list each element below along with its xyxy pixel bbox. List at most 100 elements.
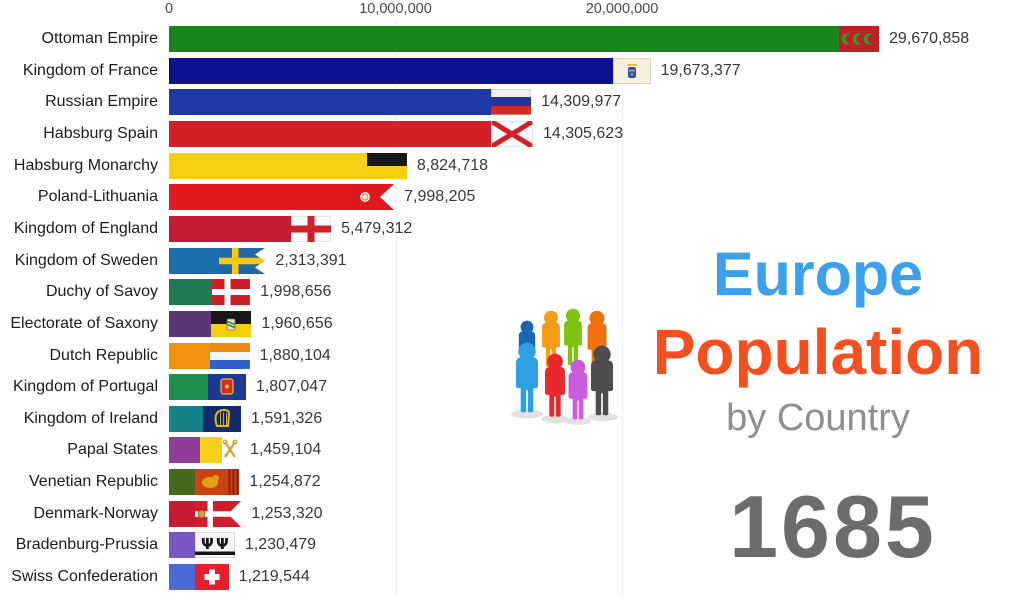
population-bar bbox=[169, 184, 351, 211]
title-europe: Europe bbox=[712, 240, 924, 308]
population-bar bbox=[169, 310, 214, 337]
title-population: Population bbox=[652, 316, 984, 388]
axis-gridline bbox=[622, 20, 623, 596]
russia-flag-icon bbox=[491, 89, 532, 116]
population-value: 1,960,656 bbox=[261, 314, 333, 332]
denmark-norway-flag-icon bbox=[195, 500, 242, 527]
chart-row: Papal States 1,459,104 bbox=[0, 437, 1024, 464]
population-bar bbox=[169, 26, 842, 52]
axis-gridline bbox=[395, 20, 397, 596]
swiss-flag-icon bbox=[194, 564, 229, 591]
country-label: Swiss Confederation bbox=[11, 568, 158, 586]
ireland-flag-icon bbox=[203, 405, 242, 432]
chart-row: Swiss Confederation 1,219,544 bbox=[0, 564, 1024, 591]
sweden-flag-icon bbox=[219, 247, 266, 274]
country-label: Venetian Republic bbox=[29, 473, 158, 491]
axis-tick-label: 20,000,000 bbox=[585, 1, 659, 17]
chart-row: Kingdom of Sweden 2,313,391 bbox=[0, 247, 1024, 274]
population-value: 1,230,479 bbox=[244, 536, 317, 554]
chart-row: Dutch Republic 1,880,104 bbox=[0, 342, 1024, 369]
population-bar bbox=[169, 215, 294, 242]
population-bar bbox=[169, 342, 212, 369]
chart-row: Ottoman Empire 29,670,858 bbox=[0, 26, 1024, 52]
people-group-icon bbox=[511, 308, 618, 425]
ottoman-flag-icon bbox=[839, 26, 880, 52]
year-label: 1685 bbox=[729, 477, 937, 576]
chart-row: Kingdom of Portugal 1,807,047 bbox=[0, 374, 1024, 401]
savoy-flag-icon bbox=[212, 279, 251, 306]
axis-tick-label: 10,000,000 bbox=[359, 1, 432, 17]
population-bar bbox=[169, 247, 222, 274]
population-bar bbox=[169, 532, 197, 559]
population-value: 1,591,326 bbox=[251, 409, 323, 427]
population-value: 1,807,047 bbox=[255, 378, 328, 396]
population-value: 1,253,320 bbox=[251, 504, 323, 522]
population-value: 1,254,872 bbox=[249, 473, 321, 491]
chart-row: Russian Empire 14,309,977 bbox=[0, 89, 1024, 116]
country-label: Bradenburg-Prussia bbox=[15, 536, 158, 554]
population-value: 1,998,656 bbox=[260, 283, 332, 301]
chart-row: Habsburg Monarchy 8,824,718 bbox=[0, 152, 1024, 179]
country-label: Denmark-Norway bbox=[33, 504, 158, 522]
chart-row: Bradenburg-Prussia Ψ Ψ 1,230,479 bbox=[0, 532, 1024, 559]
population-value: 14,305,623 bbox=[543, 124, 624, 142]
country-label: Russian Empire bbox=[45, 93, 158, 111]
population-bar bbox=[169, 374, 210, 401]
country-label: Kingdom of Portugal bbox=[13, 378, 158, 396]
saxony-flag-icon bbox=[211, 310, 252, 337]
country-label: Papal States bbox=[67, 441, 158, 459]
england-flag-icon bbox=[291, 215, 332, 242]
habsburg-flag-icon bbox=[366, 152, 407, 179]
burgundy-cross-flag-icon bbox=[491, 120, 534, 147]
population-bar bbox=[169, 279, 215, 306]
title-by-country: by Country bbox=[726, 397, 910, 439]
country-label: Kingdom of England bbox=[13, 219, 158, 237]
axis-tick-label: 0 bbox=[164, 1, 174, 17]
chart-row: Poland-Lithuania 7,998,205 bbox=[0, 184, 1024, 211]
country-label: Duchy of Savoy bbox=[45, 283, 158, 301]
population-bar bbox=[169, 564, 197, 591]
country-label: Kingdom of Sweden bbox=[14, 251, 158, 269]
svg-text:Ψ: Ψ bbox=[216, 535, 229, 553]
country-label: Ottoman Empire bbox=[41, 30, 158, 47]
population-value: 7,998,205 bbox=[404, 188, 476, 206]
population-bar bbox=[169, 500, 198, 527]
population-bar bbox=[169, 89, 494, 116]
country-label: Kingdom of France bbox=[22, 61, 158, 79]
population-value: 1,880,104 bbox=[259, 346, 331, 364]
country-label: Electorate of Saxony bbox=[10, 314, 158, 332]
chart-row: Kingdom of England 5,479,312 bbox=[0, 215, 1024, 242]
population-bar bbox=[169, 120, 494, 147]
population-bar bbox=[169, 152, 369, 179]
population-bar bbox=[169, 57, 615, 84]
population-value: 19,673,377 bbox=[660, 61, 741, 79]
population-value: 5,479,312 bbox=[341, 219, 413, 237]
papal-flag-icon bbox=[200, 437, 241, 464]
chart-row: Denmark-Norway 1,253,320 bbox=[0, 500, 1024, 527]
population-value: 8,824,718 bbox=[416, 156, 489, 174]
population-value: 2,313,391 bbox=[275, 251, 347, 269]
population-value: 1,459,104 bbox=[250, 441, 322, 459]
country-label: Kingdom of Ireland bbox=[23, 409, 158, 427]
poland-lithuania-flag-icon bbox=[348, 184, 395, 211]
country-label: Poland-Lithuania bbox=[37, 188, 158, 206]
chart-row: Duchy of Savoy 1,998,656 bbox=[0, 279, 1024, 306]
chart-row: Electorate of Saxony 1,960,656 bbox=[0, 310, 1024, 337]
chart-row: Kingdom of Ireland 1,591,326 bbox=[0, 405, 1024, 432]
chart-row: Venetian Republic 1,254,872 bbox=[0, 469, 1024, 496]
dutch-republic-flag-icon bbox=[209, 342, 250, 369]
people-shadows bbox=[511, 409, 618, 425]
svg-text:Ψ: Ψ bbox=[201, 535, 214, 553]
country-label: Habsburg Monarchy bbox=[13, 156, 158, 174]
venice-flag-icon bbox=[195, 469, 240, 496]
population-value: 14,309,977 bbox=[541, 93, 622, 111]
country-label: Habsburg Spain bbox=[43, 124, 158, 142]
portugal-flag-icon bbox=[207, 374, 246, 401]
france-royal-flag-icon bbox=[612, 57, 651, 84]
chart-row: Kingdom of France 19,673,377 bbox=[0, 57, 1024, 84]
population-bar bbox=[169, 405, 206, 432]
population-value: 1,219,544 bbox=[238, 568, 310, 586]
country-label: Dutch Republic bbox=[49, 346, 159, 364]
